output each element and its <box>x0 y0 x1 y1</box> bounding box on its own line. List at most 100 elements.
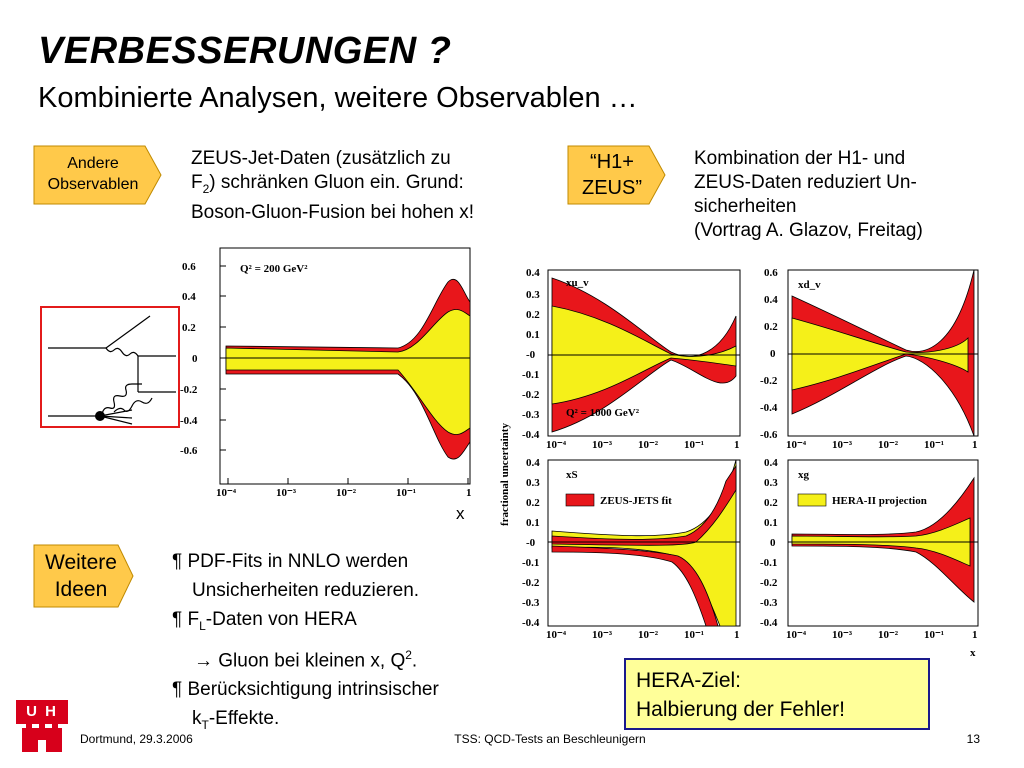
y-tick-label: -0 <box>526 349 536 361</box>
panel-xg: xg HERA-II projection 0.4 0.3 0.2 0.1 0 … <box>760 457 979 659</box>
footer-date: Dortmund, 29.3.2006 <box>80 732 193 746</box>
text-span: k <box>192 708 202 730</box>
y-tick-label: -0.2 <box>760 375 778 387</box>
x-tick-label: 1 <box>466 487 472 499</box>
y-axis-label: fractional uncertainty <box>499 423 511 526</box>
y-tick-label: -0.2 <box>522 389 540 401</box>
bullet-continuation: kT-Effekte. <box>172 704 522 740</box>
tag-line: “H1+ <box>590 151 634 173</box>
x-tick-label: 1 <box>734 439 740 451</box>
plot-grid-svg: fractional uncertainty xu_v Q² = 1000 Ge… <box>499 267 979 659</box>
y-tick-label: 0.2 <box>764 497 778 509</box>
legend-swatch-yellow <box>797 493 827 507</box>
panel-label: xd_v <box>798 279 821 291</box>
x-tick-label: 10⁻⁴ <box>216 487 237 499</box>
y-tick-label: -0.3 <box>522 597 540 609</box>
left-plot: Q² = 200 GeV² 0.6 0.4 0.2 0 -0.2 -0.4 -0… <box>178 242 478 524</box>
y-tick-label: -0.4 <box>180 415 198 427</box>
x-tick-label: 10⁻² <box>638 629 659 641</box>
x-axis-label: x <box>970 647 976 659</box>
y-tick-label: 0.4 <box>526 267 540 279</box>
y-tick-label: -0.4 <box>522 429 540 441</box>
bullet-item: ¶ PDF-Fits in NNLO werden <box>172 551 409 572</box>
x-tick-label: 10⁻³ <box>592 439 613 451</box>
subscript: L <box>199 618 206 633</box>
subscript: 2 <box>202 181 210 196</box>
x-tick-label: 10⁻³ <box>832 629 853 641</box>
y-tick-label: 0.2 <box>764 321 778 333</box>
panel-label: xu_v <box>566 277 589 289</box>
x-tick-label: 1 <box>972 629 978 641</box>
y-tick-label: 0.1 <box>526 329 540 341</box>
y-tick-label: 0.6 <box>182 261 196 273</box>
bullet-list: ¶ PDF-Fits in NNLO werden Unsicherheiten… <box>172 547 522 740</box>
legend-swatch-red <box>565 493 595 507</box>
left-plot-svg: Q² = 200 GeV² 0.6 0.4 0.2 0 -0.2 -0.4 -0… <box>180 247 472 523</box>
y-tick-label: 0 <box>770 537 776 549</box>
text-line: ZEUS-Daten reduziert Un- <box>694 172 917 193</box>
panel-label: xS <box>566 469 578 481</box>
x-tick-label: 1 <box>734 629 740 641</box>
slide-subtitle: Kombinierte Analysen, weitere Observable… <box>38 82 638 114</box>
y-tick-label: -0.1 <box>522 369 539 381</box>
y-tick-label: -0.4 <box>760 402 778 414</box>
y-tick-label: 0.4 <box>764 294 778 306</box>
y-tick-label: -0.2 <box>522 577 540 589</box>
text-span: → Gluon bei kleinen x, Q <box>194 650 406 672</box>
text-line: Kombination der H1- und <box>694 148 906 169</box>
y-tick-label: 0.6 <box>764 267 778 279</box>
y-tick-label: -0.3 <box>760 597 778 609</box>
panel-xs: xS ZEUS-JETS fit 0.4 0.3 0.2 0.1 -0 -0.1… <box>522 457 741 641</box>
y-tick-label: -0.4 <box>760 617 778 629</box>
tag-andere-observablen: Andere Observablen <box>33 145 163 205</box>
logo-castle-icon <box>22 724 62 752</box>
x-tick-label: 1 <box>972 439 978 451</box>
panel-label: xg <box>798 469 810 481</box>
hera-goal-line: Halbierung der Fehler! <box>636 698 845 721</box>
y-tick-label: 0.4 <box>526 457 540 469</box>
bullet-continuation: → Gluon bei kleinen x, Q2. <box>172 641 522 675</box>
panel-xuv: xu_v Q² = 1000 GeV² 0.4 0.3 0.2 0.1 -0 -… <box>522 267 741 451</box>
tag-line: ZEUS” <box>582 177 642 199</box>
y-tick-label: -0 <box>526 537 536 549</box>
text-span: . <box>411 650 418 672</box>
y-tick-label: 0.3 <box>764 477 778 489</box>
text-span: ) schränken Gluon ein. Grund: <box>209 172 464 193</box>
tag-shape <box>33 145 162 205</box>
x-tick-label: 10⁻⁴ <box>546 439 567 451</box>
tag-line: Ideen <box>54 578 108 601</box>
x-tick-label: 10⁻¹ <box>924 439 944 451</box>
zeus-text: ZEUS-Jet-Daten (zusätzlich zu F2) schrän… <box>191 147 561 225</box>
tag-line: Observablen <box>47 176 139 193</box>
subscript: T <box>201 717 209 732</box>
y-tick-label: -0.2 <box>180 384 198 396</box>
tag-h1-zeus: “H1+ ZEUS” <box>567 145 667 205</box>
footer-page-number: 13 <box>966 732 980 746</box>
x-tick-label: 10⁻¹ <box>684 629 704 641</box>
x-tick-label: 10⁻² <box>638 439 659 451</box>
y-tick-label: -0.6 <box>180 445 198 457</box>
logo-wordmark: U H <box>16 700 68 724</box>
y-tick-label: 0.1 <box>764 517 778 529</box>
bullet-continuation: Unsicherheiten reduzieren. <box>192 580 420 601</box>
y-tick-label: -0.3 <box>522 409 540 421</box>
x-tick-label: 10⁻² <box>878 439 899 451</box>
hera-goal-box: HERA-Ziel: Halbierung der Fehler! <box>624 658 930 730</box>
text-line: F2) schränken Gluon ein. Grund: <box>191 171 561 201</box>
y-tick-label: 0 <box>770 348 776 360</box>
x-tick-label: 10⁻⁴ <box>786 439 807 451</box>
plot-label: Q² = 200 GeV² <box>240 263 308 275</box>
text-span: -Daten von HERA <box>205 609 357 630</box>
y-tick-label: -0.1 <box>522 557 539 569</box>
hera-goal-line: HERA-Ziel: <box>636 669 742 692</box>
y-tick-label: -0.4 <box>522 617 540 629</box>
tag-line: Andere <box>67 155 119 172</box>
panel-xdv: xd_v 0.6 0.4 0.2 0 -0.2 -0.4 -0.6 10⁻⁴ 1… <box>760 267 979 451</box>
footer-title: TSS: QCD-Tests an Beschleunigern <box>454 732 646 746</box>
y-tick-label: 0.4 <box>764 457 778 469</box>
x-tick-label: 10⁻² <box>878 629 899 641</box>
uhh-logo: U H <box>16 700 68 756</box>
text-line: ZEUS-Jet-Daten (zusätzlich zu <box>191 148 451 169</box>
x-tick-label: 10⁻³ <box>276 487 297 499</box>
legend-label: HERA-II projection <box>832 495 927 507</box>
